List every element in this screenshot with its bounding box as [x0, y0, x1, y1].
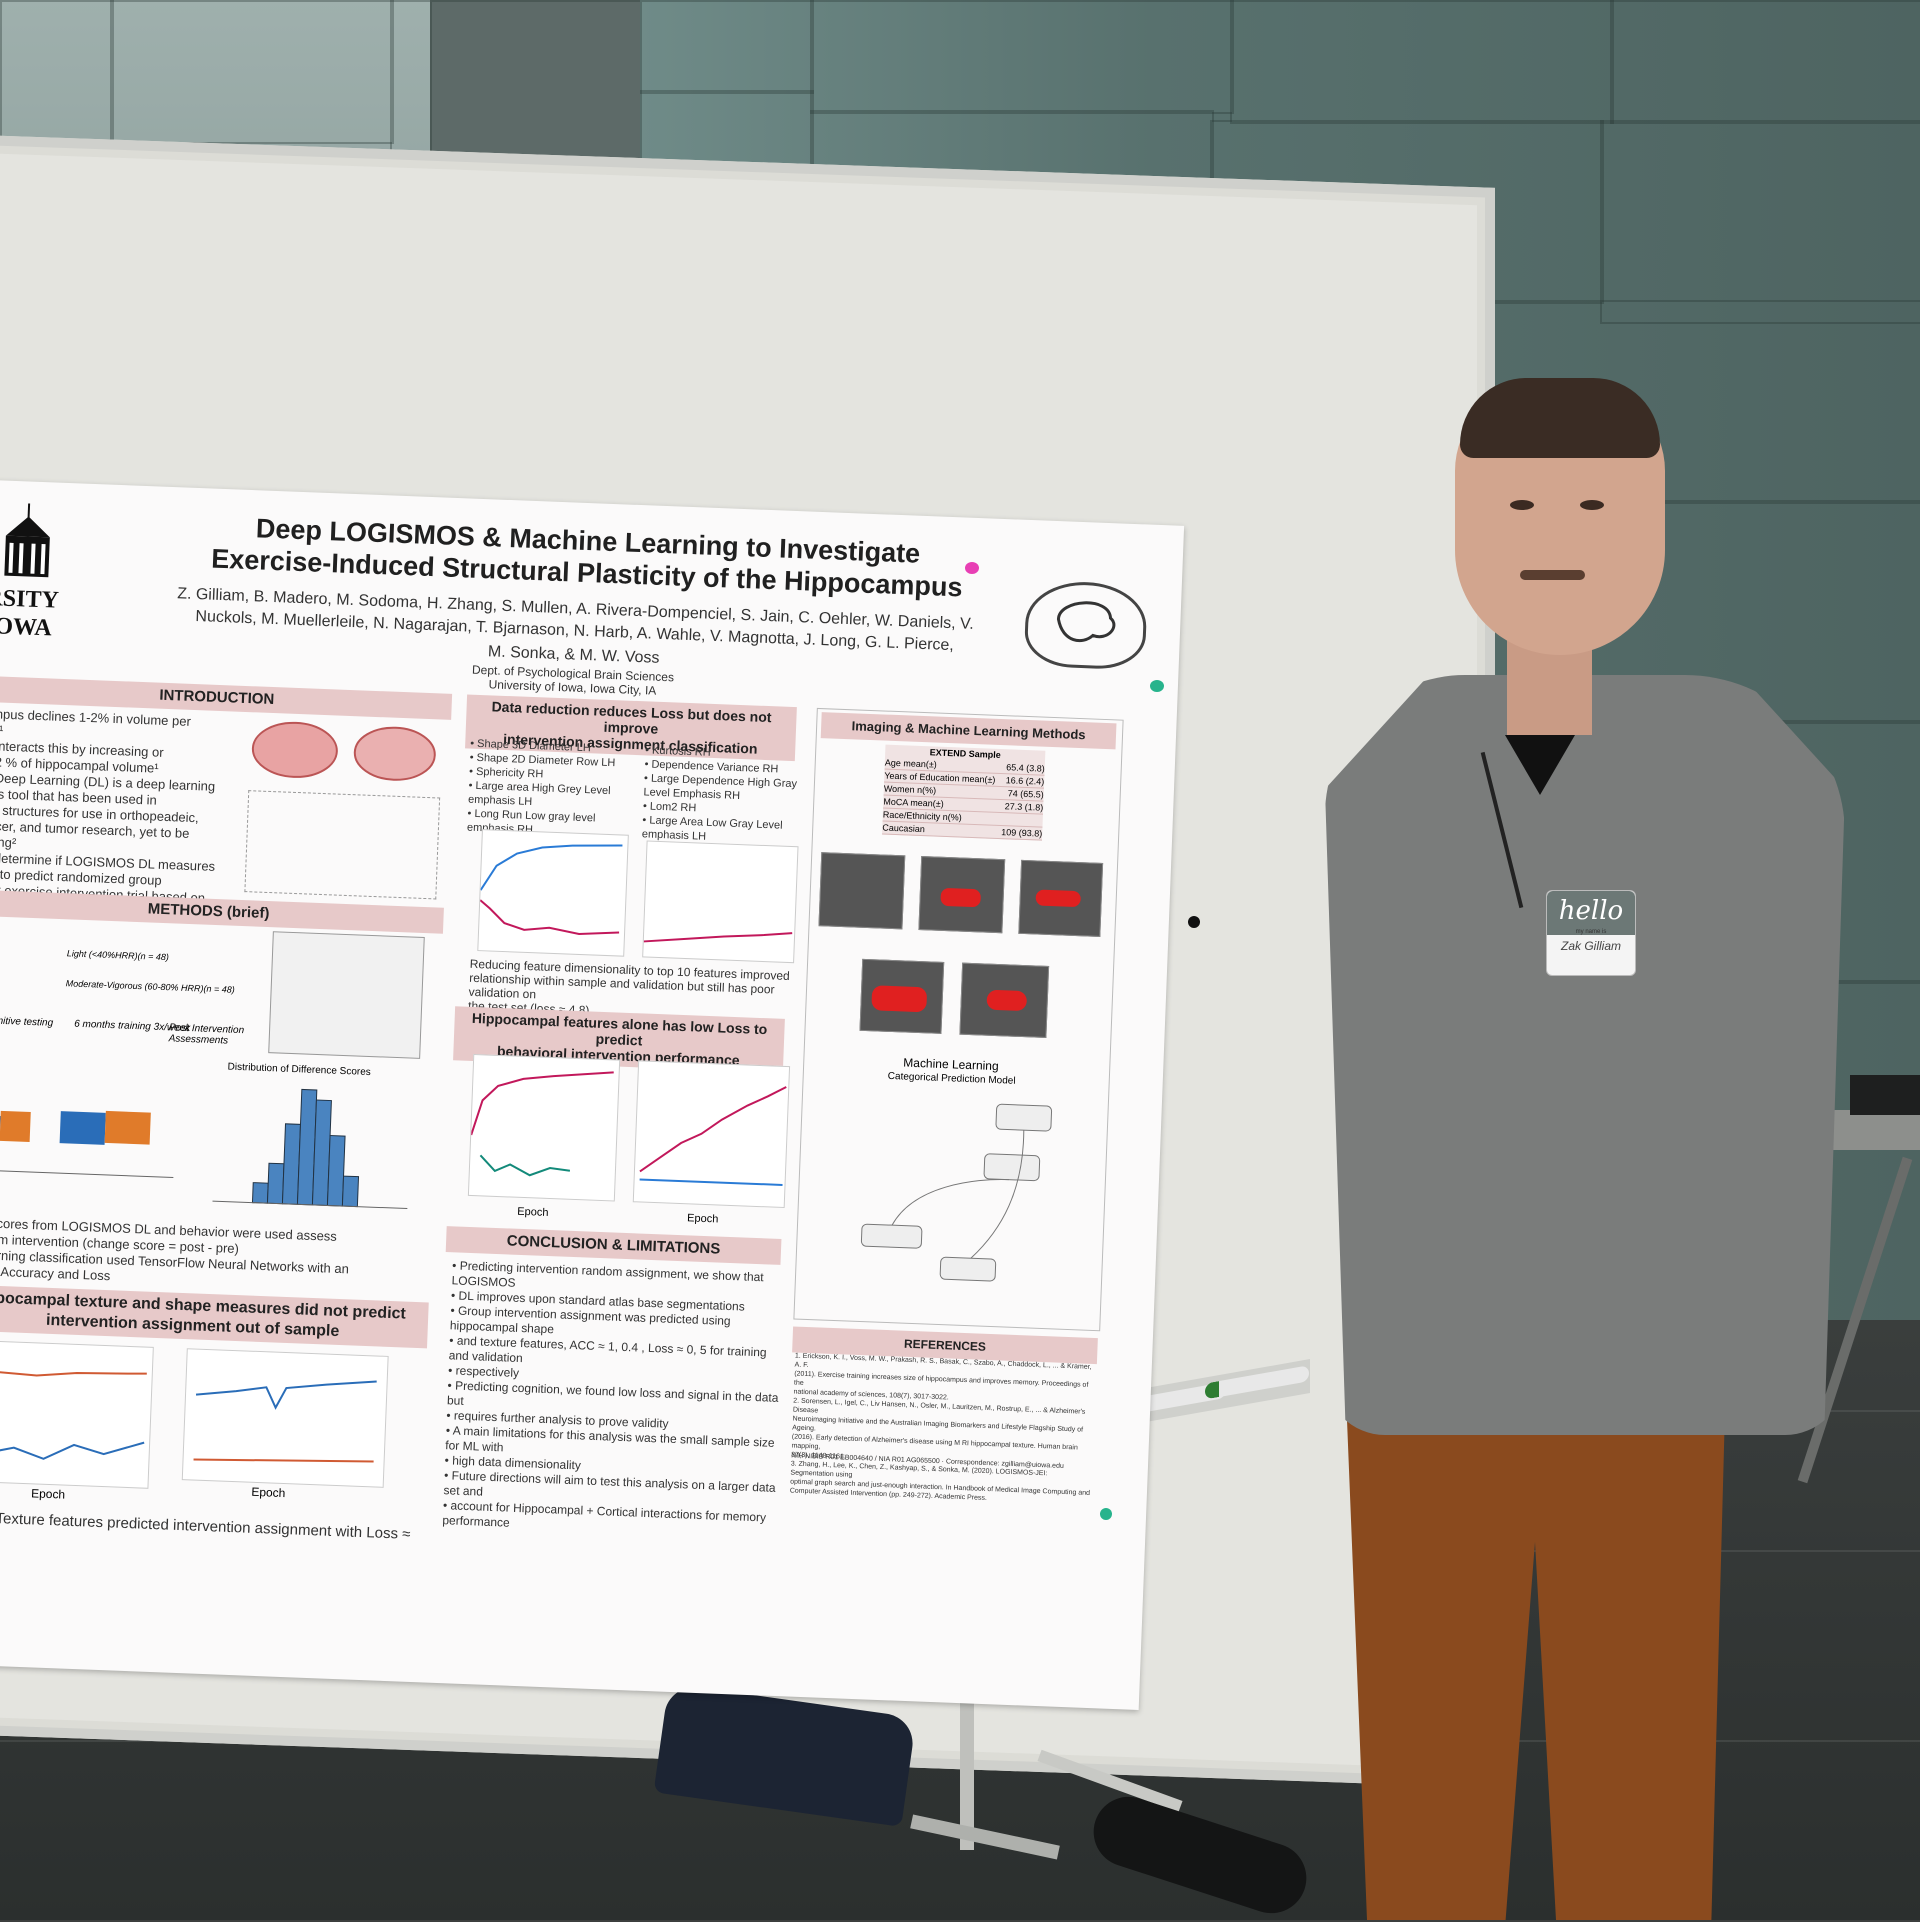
university-logo-line1: RSITY — [0, 585, 59, 615]
texture-loss-chart — [182, 1348, 389, 1488]
lab-logo-icon — [1024, 580, 1148, 671]
reduction-loss-chart — [642, 840, 798, 963]
name-tag: hello my name is Zak Gilliam — [1546, 890, 1636, 976]
pushpin-icon — [1150, 680, 1164, 692]
segmentation-overlay — [871, 985, 927, 1012]
feature-list-right: • Kurtosis RH• Dependence Variance RH• L… — [642, 743, 806, 847]
texture-loss-x-label: Epoch — [251, 1485, 286, 1500]
sample-table-value: 109 (93.8) — [1001, 826, 1042, 840]
brain-illustrations — [249, 718, 441, 785]
person-mustache — [1520, 570, 1585, 580]
feature-list-left: • Shape 3D Diameter LH• Shape 2D Diamete… — [467, 737, 641, 841]
sample-table-rows: Age mean(±)65.4 (3.8)Years of Education … — [882, 757, 1045, 841]
wall-tile — [810, 0, 1234, 114]
wall-panel — [110, 0, 394, 144]
pushpin-icon — [1100, 1508, 1112, 1520]
methods-label: Light (<40%HRR)(n = 48) — [67, 948, 169, 962]
references-text: 1. Erickson, K. I., Voss, M. W., Prakash… — [790, 1352, 1095, 1507]
university-seal-icon — [0, 500, 59, 582]
reduction-accuracy-chart — [477, 829, 629, 957]
tray-on-table — [1850, 1075, 1920, 1115]
methods-label: Post Intervention Assessments — [168, 1022, 259, 1047]
modality-diagram — [244, 790, 440, 899]
hippocampal-loss-x-label: Epoch — [687, 1212, 719, 1225]
sample-table-label: Caucasian — [882, 822, 925, 836]
mri-image-logismos — [859, 959, 944, 1034]
methods-flow-diagram: Cognitive testing 6 months training 3x/w… — [0, 925, 263, 1046]
segmentation-overlay — [986, 990, 1027, 1012]
sample-table-label: MoCA mean(±) — [883, 796, 944, 810]
mri-image-logismos-2 — [959, 963, 1049, 1038]
person-sweater — [1325, 675, 1845, 1435]
sample-table-value: 16.6 (2.4) — [1005, 774, 1044, 787]
person-eye-left — [1510, 500, 1534, 510]
texture-x-label: Epoch — [31, 1486, 66, 1501]
pushpin-icon — [965, 562, 979, 574]
hippocampal-accuracy-chart — [468, 1054, 620, 1202]
volume-change-boxplot — [0, 1060, 183, 1208]
texture-footer: e and Texture features predicted interve… — [0, 1509, 424, 1559]
research-poster: RSITY OWA Deep LOGISMOS & Machine Learni… — [0, 480, 1184, 1710]
sample-table-label: Age mean(±) — [885, 757, 937, 771]
wall-tile — [1600, 120, 1920, 324]
wall-tile — [640, 0, 814, 94]
sample-table-label: Women n(%) — [884, 783, 937, 797]
segmentation-overlay — [1035, 889, 1081, 907]
sample-table-value: 74 (65.5) — [1007, 787, 1043, 800]
methods-label: Moderate-Vigorous (60-80% HRR)(n = 48) — [66, 978, 235, 994]
wall-tile — [1610, 0, 1920, 124]
mri-image-freesurfer — [918, 856, 1005, 933]
hippocampal-loss-chart — [633, 1060, 790, 1208]
tensorflow-graph-diagram — [819, 1093, 1096, 1303]
hippocampal-x-label: Epoch — [517, 1206, 549, 1219]
wall-panel — [0, 0, 114, 144]
sample-table-value: 65.4 (3.8) — [1006, 761, 1045, 774]
conclusion-text: • Predicting intervention random assignm… — [442, 1258, 787, 1541]
mri-image-dl — [1018, 860, 1103, 937]
person-hair — [1460, 378, 1660, 458]
segmentation-overlay — [940, 888, 981, 908]
sample-table: EXTEND Sample Age mean(±)65.4 (3.8)Years… — [882, 745, 1045, 841]
name-tag-name: Zak Gilliam — [1547, 939, 1635, 953]
difference-score-histogram: Distribution of Difference Scores — [192, 1060, 428, 1219]
person-eye-right — [1580, 500, 1604, 510]
texture-accuracy-chart — [0, 1339, 154, 1488]
wall-tile — [1230, 0, 1614, 124]
face-stimuli-grid — [268, 931, 425, 1059]
mri-image-t1 — [818, 852, 905, 929]
university-logo-line2: OWA — [0, 613, 52, 642]
methods-label: Cognitive testing — [0, 1015, 53, 1029]
name-tag-subtitle: my name is — [1547, 929, 1635, 935]
pushpin-icon — [1188, 916, 1200, 928]
sample-table-value: 27.3 (1.8) — [1004, 800, 1043, 813]
